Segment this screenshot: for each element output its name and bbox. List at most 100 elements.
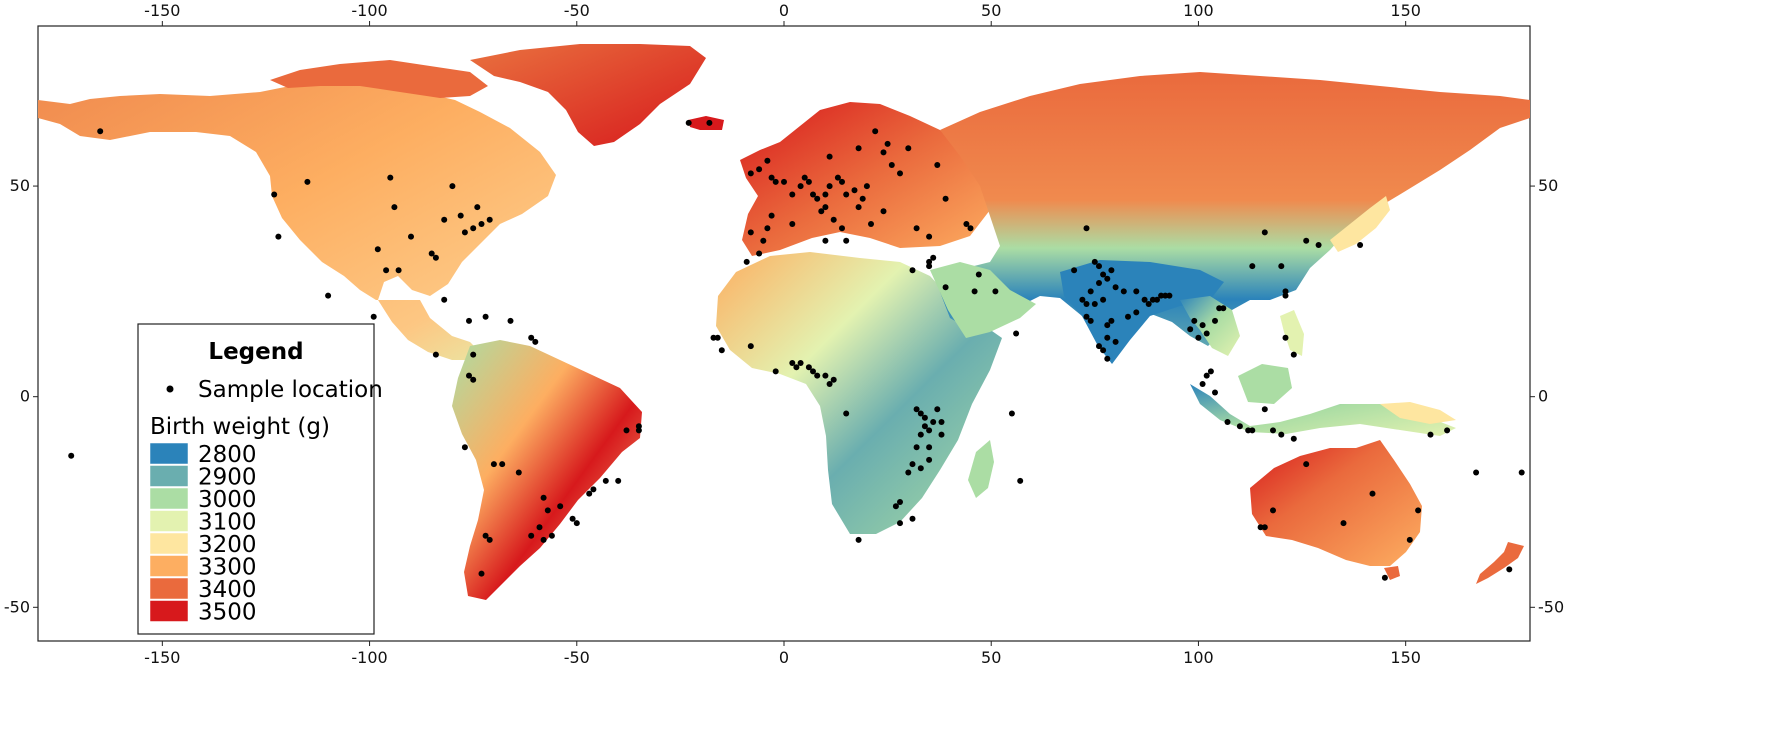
sample-location-point (1112, 284, 1119, 291)
sample-location-point (826, 153, 833, 160)
land-india (1060, 260, 1224, 364)
sample-location-point (1083, 313, 1090, 320)
sample-location-symbol (166, 385, 174, 393)
sample-location-point (586, 490, 593, 497)
land-borneo (1238, 364, 1292, 404)
x-tick-label-top: 50 (981, 1, 1001, 20)
sample-location-point (590, 486, 597, 493)
land-greenland (470, 44, 706, 146)
sample-location-point (548, 532, 555, 539)
sample-location-point (1100, 347, 1107, 354)
land-madagascar (968, 440, 994, 498)
sample-location-point (515, 469, 522, 476)
land-tasmania (1384, 566, 1400, 580)
sample-location-point (1096, 343, 1102, 350)
sample-location-point (905, 145, 912, 152)
sample-location-point (971, 288, 978, 295)
sample-location-point (370, 313, 377, 320)
sample-location-point (441, 296, 448, 303)
sample-location-point (793, 364, 800, 371)
sample-location-point (826, 183, 833, 190)
sample-location-point (1249, 427, 1256, 434)
sample-location-point (789, 221, 796, 227)
legend-swatch (149, 465, 189, 487)
sample-location-point (1282, 288, 1289, 295)
sample-location-point (1216, 305, 1223, 312)
sample-location-point (1212, 389, 1218, 396)
sample-location-point (718, 347, 725, 354)
legend-swatch (149, 487, 189, 510)
sample-location-point (1149, 296, 1156, 303)
sample-location-point (855, 145, 862, 152)
sample-location-point (917, 465, 924, 472)
sample-location-point (706, 119, 713, 126)
legend-class-label: 2900 (198, 465, 257, 491)
sample-location-point (830, 376, 837, 383)
sample-location-point (536, 524, 543, 531)
legend-swatch (149, 510, 189, 532)
sample-location-point (872, 128, 879, 135)
sample-location-point (1290, 435, 1297, 442)
sample-location-point (768, 212, 775, 219)
sample-location-point (963, 221, 970, 227)
land-philippines (1280, 310, 1304, 356)
sample-location-point (810, 368, 816, 375)
sample-location-point (482, 532, 489, 539)
sample-location-point (1427, 431, 1434, 438)
sample-location-point (839, 225, 845, 232)
sample-location-point (880, 149, 887, 156)
sample-location-point (855, 536, 862, 543)
land-north-america (38, 80, 556, 360)
sample-location-point (926, 233, 933, 240)
sample-location-point (926, 444, 933, 451)
legend-class-label: 2800 (198, 442, 257, 468)
sample-location-point (839, 178, 845, 185)
sample-location-point (909, 515, 916, 522)
sample-location-point (1100, 271, 1107, 278)
sample-location-point (967, 225, 974, 232)
legend-swatch (149, 600, 189, 622)
sample-location-point (1141, 296, 1148, 303)
sample-location-point (470, 225, 477, 232)
sample-location-point (470, 376, 477, 383)
sample-location-point (1261, 524, 1268, 531)
sample-location-point (938, 419, 945, 425)
sample-location-point (540, 494, 547, 501)
sample-location-point (461, 444, 468, 451)
sample-location-point (1120, 288, 1127, 295)
sample-location-point (913, 444, 920, 451)
sample-location-point (532, 338, 539, 345)
sample-location-point (1104, 322, 1111, 329)
sample-location-point (383, 267, 390, 274)
sample-location-point (428, 250, 435, 257)
x-tick-label-top: -100 (351, 1, 387, 20)
sample-location-point (1087, 288, 1094, 295)
sample-location-point (1154, 296, 1160, 303)
sample-location-point (1096, 263, 1102, 270)
sample-location-point (822, 372, 829, 379)
sample-location-point (304, 178, 311, 185)
sample-location-point (743, 258, 750, 265)
sample-location-point (921, 414, 928, 421)
x-tick-label-bottom: 0 (779, 648, 789, 667)
sample-location-point (1203, 372, 1210, 379)
sample-location-point (391, 204, 398, 211)
sample-location-point (830, 216, 837, 223)
sample-location-point (1381, 574, 1388, 581)
sample-location-point (1282, 334, 1289, 341)
sample-location-point (1125, 313, 1131, 320)
sample-location-point (888, 162, 895, 168)
sample-location-point (449, 183, 456, 190)
x-tick-label-bottom: 150 (1390, 648, 1421, 667)
sample-location-point (486, 536, 493, 543)
sample-location-point (905, 469, 912, 476)
sample-location-point (685, 119, 692, 126)
sample-location-point (843, 410, 850, 417)
legend-swatch (149, 532, 189, 555)
sample-location-point (623, 427, 630, 434)
sample-location-point (843, 191, 850, 198)
sample-location-point (942, 284, 949, 291)
sample-location-point (1415, 507, 1422, 514)
sample-location-point (635, 427, 642, 434)
sample-location-point (441, 216, 448, 223)
